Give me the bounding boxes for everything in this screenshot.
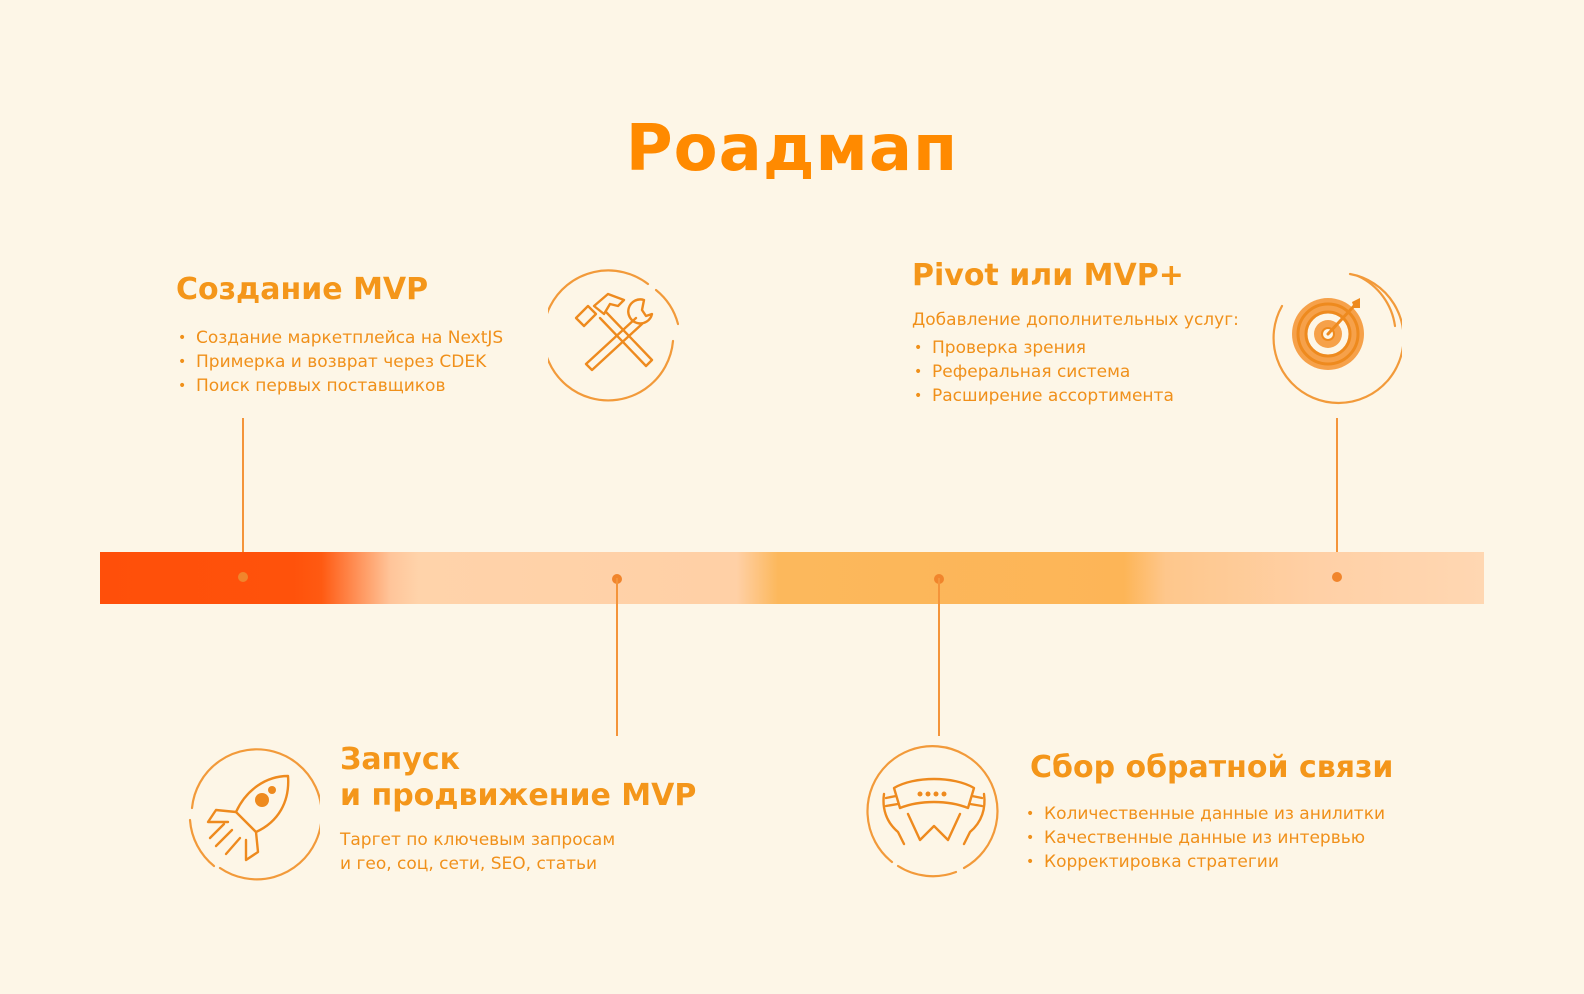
stage-launch-desc-line1: Таргет по ключевым запросам: [340, 830, 616, 850]
stage-feedback-bullet: Количественные данные из анилитки: [1024, 802, 1385, 826]
stage-feedback-bullet: Качественные данные из интервью: [1024, 826, 1385, 850]
timeline-dot-mvp: [238, 572, 248, 582]
rocket-icon: [188, 748, 320, 881]
stage-mvp-bullet: Примерка и возврат через CDEK: [176, 350, 503, 374]
stage-pivot-subtitle: Добавление дополнительных услуг:: [912, 310, 1239, 330]
stage-feedback-connector: [938, 578, 940, 736]
stage-feedback-bullet: Корректировка стратегии: [1024, 850, 1385, 874]
stage-pivot-connector: [1336, 418, 1338, 572]
stage-mvp-bullet: Поиск первых поставщиков: [176, 374, 503, 398]
hammer-wrench-icon: [548, 269, 680, 402]
stage-launch-title-line1: Запуск: [340, 742, 460, 777]
stage-pivot-bullets: Проверка зрения Реферальная система Расш…: [912, 336, 1174, 408]
stage-pivot-bullet: Расширение ассортимента: [912, 384, 1174, 408]
stage-mvp-bullet: Создание маркетплейса на NextJS: [176, 326, 503, 350]
feedback-hands-icon: [866, 745, 999, 878]
stage-feedback-title: Сбор обратной связи: [1030, 750, 1394, 785]
stage-launch-title-line2: и продвижение MVP: [340, 778, 697, 813]
timeline-dot-pivot: [1332, 572, 1342, 582]
stage-pivot-title: Pivot или MVP+: [912, 258, 1184, 293]
stage-pivot-bullet: Проверка зрения: [912, 336, 1174, 360]
target-icon: [1272, 272, 1402, 405]
stage-mvp-bullets: Создание маркетплейса на NextJS Примерка…: [176, 326, 503, 398]
stage-pivot-bullet: Реферальная система: [912, 360, 1174, 384]
stage-mvp-title: Создание MVP: [176, 272, 429, 307]
page-title: Роадмап: [625, 112, 959, 186]
stage-mvp-connector: [242, 418, 244, 572]
timeline-bar: [100, 552, 1484, 604]
stage-launch-connector: [616, 578, 618, 736]
stage-feedback-bullets: Количественные данные из анилитки Качест…: [1024, 802, 1385, 874]
stage-launch-desc-line2: и гео, соц, сети, SEO, статьи: [340, 854, 598, 874]
